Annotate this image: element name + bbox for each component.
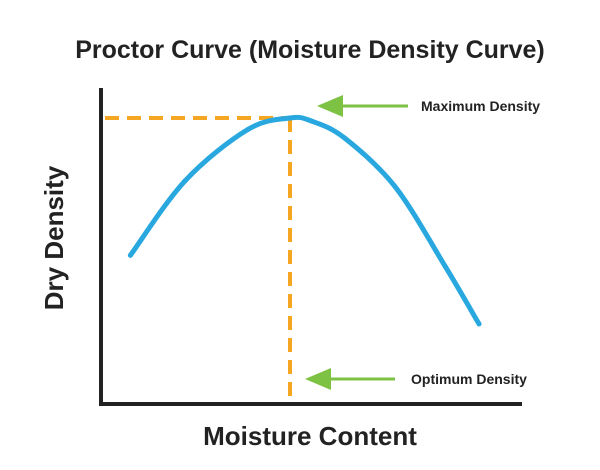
annotation-optimum-density: Optimum Density	[411, 371, 527, 387]
curve-points	[127, 115, 482, 327]
curve-point-1	[182, 178, 188, 184]
curve-point-8	[476, 321, 482, 327]
curve-point-4	[308, 118, 314, 124]
curve-point-0	[127, 252, 133, 258]
y-axis-label: Dry Density	[39, 165, 69, 310]
curve-point-7	[442, 264, 448, 270]
annotation-maximum-density: Maximum Density	[421, 98, 540, 114]
proctor-curve-line	[127, 114, 482, 327]
curve-point-5	[342, 135, 348, 141]
x-axis-label: Moisture Content	[203, 421, 417, 451]
maximum-density-arrow-icon	[317, 95, 408, 117]
curve-point-2	[245, 126, 251, 132]
curve-point-6	[392, 184, 398, 190]
curve-point-3	[287, 115, 293, 121]
chart-title: Proctor Curve (Moisture Density Curve)	[75, 36, 545, 64]
optimum-density-arrow-icon	[305, 368, 395, 390]
